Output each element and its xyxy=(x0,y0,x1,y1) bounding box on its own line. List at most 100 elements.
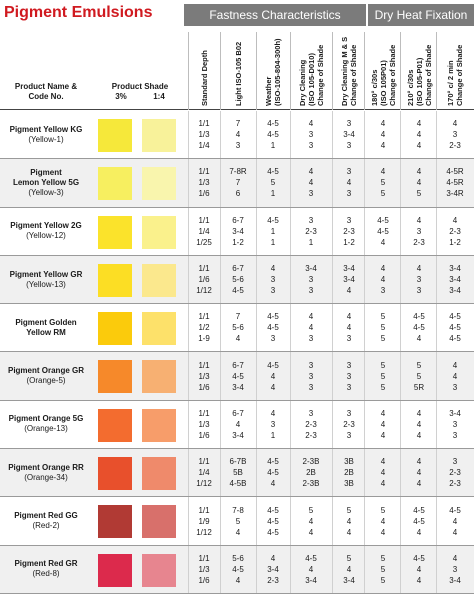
rating-value: 1 xyxy=(270,226,276,236)
row-divider xyxy=(220,352,221,400)
product-name-line: Pigment Yellow 2G xyxy=(10,221,82,231)
table-row: Pigment Lemon Yellow 5G (Yellow-3) 1/1 1/3 1/… xyxy=(0,159,474,208)
rating-value: 5 xyxy=(380,312,386,322)
product-name: Pigment Orange 5G (Orange-13) xyxy=(0,401,92,448)
product-code: (Yellow-12) xyxy=(26,231,66,241)
rating-value: 7-8R xyxy=(229,167,247,177)
value-cell: 4 3 3-4 xyxy=(438,546,472,593)
rating-value: 3 xyxy=(346,408,352,418)
shade-swatch-3pct xyxy=(98,312,132,346)
rating-value: 4 xyxy=(235,575,241,585)
rating-value: 3 xyxy=(270,275,276,285)
rating-value: 4 xyxy=(235,334,241,344)
value-cell: 3-4 3-4 4 xyxy=(334,256,364,303)
value-cell: 3 2-3 1-2 xyxy=(334,208,364,255)
rating-value: 1/1 xyxy=(198,167,210,177)
rating-value: 4 xyxy=(380,141,386,151)
value-cell: 2-3B 2B 2-3B xyxy=(292,449,330,496)
row-divider xyxy=(290,400,291,449)
row-divider xyxy=(290,304,291,352)
value-cell: 4 3 2-3 xyxy=(402,208,436,255)
rating-value: 3 xyxy=(452,430,458,440)
rating-value: 1/3 xyxy=(198,419,210,429)
rating-value: 4 xyxy=(270,371,276,381)
rating-value: 4 xyxy=(235,419,241,429)
rating-value: 3-4 xyxy=(449,408,461,418)
row-divider xyxy=(220,545,221,593)
value-cell: 7 5-6 4 xyxy=(222,304,254,351)
rating-value: 3-4 xyxy=(343,130,355,140)
value-cell: 3B 2B 3B xyxy=(334,449,364,496)
row-divider xyxy=(400,111,401,159)
rating-value: 4 xyxy=(380,479,386,489)
rating-value: 3-4R xyxy=(446,189,464,199)
rating-value: 5 xyxy=(380,189,386,199)
table-row: Pigment Red GR (Red-8) 1/1 1/3 1/6 5-6 4-5 4 4 3-… xyxy=(0,545,474,594)
column-header-3-line-1: (ISO 105-D010) xyxy=(306,53,316,106)
row-divider xyxy=(290,497,291,545)
row-divider xyxy=(188,497,189,545)
value-cell: 1/1 1/9 1/12 xyxy=(190,497,218,544)
value-cell: 5 5 5R xyxy=(402,352,436,399)
rating-value: 4 xyxy=(380,468,386,478)
rating-value: 4 xyxy=(308,527,314,537)
table-row: Pigment Golden Yellow RM 1/1 1/2 1-9 7 5-6 4 4-5… xyxy=(0,304,474,353)
rating-value: 4 xyxy=(308,516,314,526)
rating-value: 1/3 xyxy=(198,130,210,140)
shade-swatch-3pct xyxy=(98,408,132,442)
row-divider xyxy=(332,497,333,545)
rating-value: 3 xyxy=(452,564,458,574)
rating-value: 4-5 xyxy=(377,215,389,225)
rating-value: 4 xyxy=(308,564,314,574)
value-cell: 4-5 4-5 4 xyxy=(402,304,436,351)
rating-value: 4 xyxy=(380,457,386,467)
rating-value: 5 xyxy=(380,505,386,515)
row-divider xyxy=(290,111,291,159)
product-name: Pigment Yellow 2G (Yellow-12) xyxy=(0,208,92,255)
product-name-header-line1: Product Name & xyxy=(14,82,78,91)
rating-value: 4 xyxy=(346,323,352,333)
rating-value: 4 xyxy=(380,167,386,177)
rating-value: 5 xyxy=(380,371,386,381)
rating-value: 4-5 xyxy=(267,312,279,322)
rating-value: 4 xyxy=(452,527,458,537)
product-name-line: Pigment xyxy=(30,167,62,177)
row-divider xyxy=(400,497,401,545)
shade-swatch-1-4 xyxy=(142,312,176,346)
rating-value: 2-3 xyxy=(413,237,425,247)
product-name-line: Pigment Orange GR xyxy=(7,366,84,376)
rating-value: 3 xyxy=(308,130,314,140)
product-code: (Red-8) xyxy=(32,569,60,579)
rating-value: 5-6 xyxy=(232,553,244,563)
rating-value: 2-3 xyxy=(449,468,461,478)
rating-value: 5 xyxy=(380,382,386,392)
rating-value: 1/1 xyxy=(198,119,210,129)
rating-value: 3 xyxy=(270,286,276,296)
row-divider xyxy=(290,159,291,207)
rating-value: 3-4 xyxy=(232,382,244,392)
rating-value: 2-3 xyxy=(267,575,279,585)
rating-value: 3 xyxy=(416,275,422,285)
row-divider xyxy=(256,400,257,449)
rating-value: 3-4 xyxy=(305,575,317,585)
value-cell: 3-4 3 3 xyxy=(292,256,330,303)
row-divider xyxy=(290,545,291,593)
rating-value: 4 xyxy=(270,382,276,392)
row-divider xyxy=(436,352,437,400)
rating-value: 2-3 xyxy=(305,430,317,440)
column-header-5-line-0: 180° c/30s xyxy=(369,69,379,106)
rating-value: 6-7 xyxy=(232,360,244,370)
column-divider xyxy=(436,32,437,110)
rating-value: 4-5 xyxy=(377,226,389,236)
product-name: Pigment Golden Yellow RM xyxy=(0,304,92,351)
rating-value: 4-5 xyxy=(305,553,317,563)
rating-value: 1 xyxy=(308,237,314,247)
shade-swatch-1-4 xyxy=(142,505,176,539)
rating-value: 4 xyxy=(416,479,422,489)
column-divider xyxy=(400,32,401,110)
column-header-6: 210° c/30s (ISO 105-P01) Change of Shade xyxy=(402,32,436,108)
column-header-0-line-0: Standard Depth xyxy=(199,50,209,106)
